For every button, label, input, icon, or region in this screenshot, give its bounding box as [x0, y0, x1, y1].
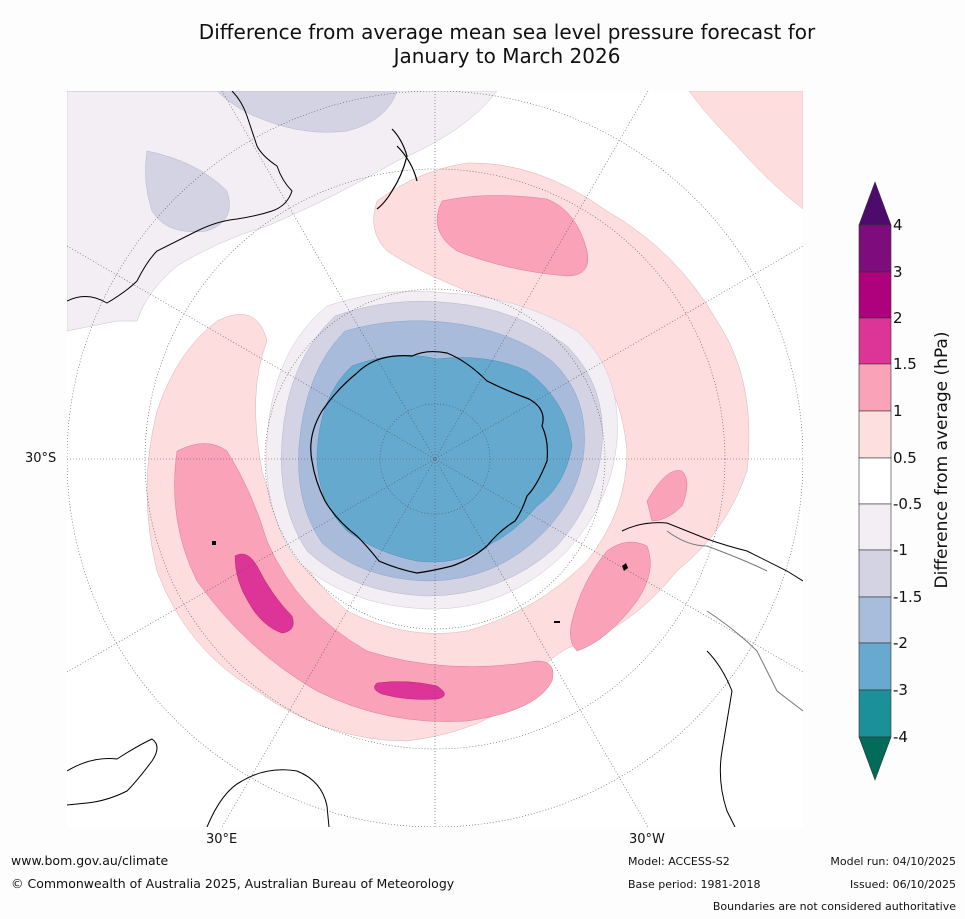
tick-1: 1: [893, 402, 903, 420]
colorbar-band-1-to-1.5: [858, 363, 892, 412]
colorbar-label: Difference from average (hPa): [932, 332, 952, 589]
base-period: Base period: 1981-2018: [628, 878, 761, 891]
tick-neg-0.5: -0.5: [893, 495, 922, 513]
colorbar-band-neutral: [858, 457, 892, 505]
website-link[interactable]: www.bom.gov.au/climate: [11, 853, 169, 868]
boundaries-disclaimer: Boundaries are not considered authoritat…: [712, 900, 956, 913]
tick-neg-4: -4: [893, 728, 908, 746]
chart-title: Difference from average mean sea level p…: [0, 20, 965, 68]
colorbar-triangle-bottom: [858, 736, 892, 781]
model-name: Model: ACCESS-S2: [628, 855, 730, 868]
south-america-borders: [666, 530, 803, 712]
lon-label-30w: 30°W: [629, 832, 665, 847]
colorbar-band-neg-2-to-neg-3: [858, 642, 892, 691]
positive-anomaly-core-south-america: [646, 470, 688, 522]
colorbar-tick-labels: 4 3 2 1.5 1 0.5 -0.5 -1 -1.5 -2 -3 -4: [893, 216, 922, 746]
title-line-2: January to March 2026: [393, 44, 621, 68]
positive-anomaly-core-pacific: [436, 195, 589, 277]
lat-label-30s: 30°S: [25, 451, 57, 466]
colorbar-band-neg-3-to-neg-4: [858, 689, 892, 738]
tick-neg-1: -1: [893, 541, 908, 559]
colorbar-band-neg-0.5-to-neg-1: [858, 503, 892, 551]
colorbar-band-0.5-to-1: [858, 410, 892, 459]
tick-neg-1.5: -1.5: [893, 588, 922, 606]
tick-1.5: 1.5: [893, 355, 917, 373]
negative-anomaly-region-northwest: [67, 91, 498, 332]
south-america-coastline: [621, 522, 803, 827]
tick-3: 3: [893, 263, 903, 281]
tick-neg-2: -2: [893, 634, 908, 652]
new-zealand-coastline: [376, 128, 418, 210]
negative-anomaly-core: [316, 355, 573, 563]
antarctica-coastline: [310, 350, 549, 574]
model-run-date: Model run: 04/10/2025: [830, 855, 956, 868]
australia-coastline: [67, 91, 293, 304]
positive-anomaly-peak-southern-indian: [374, 681, 445, 700]
title-line-1: Difference from average mean sea level p…: [198, 20, 816, 44]
tick-neg-3: -3: [893, 681, 908, 699]
tick-0.5: 0.5: [893, 449, 917, 467]
negative-anomaly-region-australia: [67, 91, 398, 232]
colorbar-triangle-top: [858, 181, 892, 226]
graticule: [67, 91, 803, 827]
africa-coastline: [67, 738, 330, 827]
positive-anomaly-core-atlantic: [570, 541, 651, 652]
positive-anomaly-peak-indian: [234, 553, 294, 634]
colorbar-swatches: [858, 181, 892, 781]
copyright: © Commonwealth of Australia 2025, Austra…: [11, 876, 455, 891]
colorbar-band-neg-1-to-neg-1.5: [858, 549, 892, 598]
tick-4: 4: [893, 216, 903, 234]
issued-date: Issued: 06/10/2025: [849, 878, 956, 891]
lon-label-30e: 30°E: [206, 832, 238, 847]
positive-anomaly-region-northeast: [688, 91, 803, 210]
positive-anomaly-core-indian: [174, 443, 554, 722]
colorbar-band-neg-1.5-to-neg-2: [858, 596, 892, 644]
anomaly-map: [67, 91, 803, 827]
colorbar: 4 3 2 1.5 1 0.5 -0.5 -1 -1.5 -2 -3 -4 Di…: [858, 181, 952, 781]
colorbar-band-3-to-4: [858, 224, 892, 273]
colorbar-band-2-to-3: [858, 271, 892, 319]
colorbar-band-1.5-to-2: [858, 317, 892, 365]
tick-2: 2: [893, 309, 903, 327]
